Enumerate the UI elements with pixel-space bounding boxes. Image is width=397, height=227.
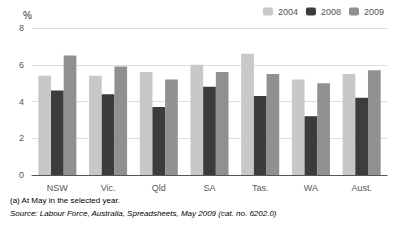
svg-text:NSW: NSW — [47, 183, 69, 193]
svg-text:%: % — [23, 10, 32, 21]
svg-text:2008: 2008 — [321, 7, 341, 17]
svg-text:(a) At May in the selected yea: (a) At May in the selected year. — [10, 196, 120, 205]
svg-text:0: 0 — [19, 170, 24, 180]
svg-text:4: 4 — [19, 97, 24, 107]
svg-text:Aust.: Aust. — [351, 183, 372, 193]
svg-text:Qld: Qld — [152, 183, 166, 193]
svg-text:Tas.: Tas. — [252, 183, 269, 193]
svg-text:2009: 2009 — [364, 7, 384, 17]
svg-text:WA: WA — [304, 183, 318, 193]
svg-text:Vic.: Vic. — [101, 183, 116, 193]
svg-text:2004: 2004 — [278, 7, 298, 17]
svg-text:SA: SA — [203, 183, 215, 193]
svg-text:Source: Labour Force, Australi: Source: Labour Force, Australia, Spreads… — [10, 209, 277, 218]
svg-text:8: 8 — [19, 23, 24, 33]
svg-text:6: 6 — [19, 60, 24, 70]
svg-text:2: 2 — [19, 133, 24, 143]
